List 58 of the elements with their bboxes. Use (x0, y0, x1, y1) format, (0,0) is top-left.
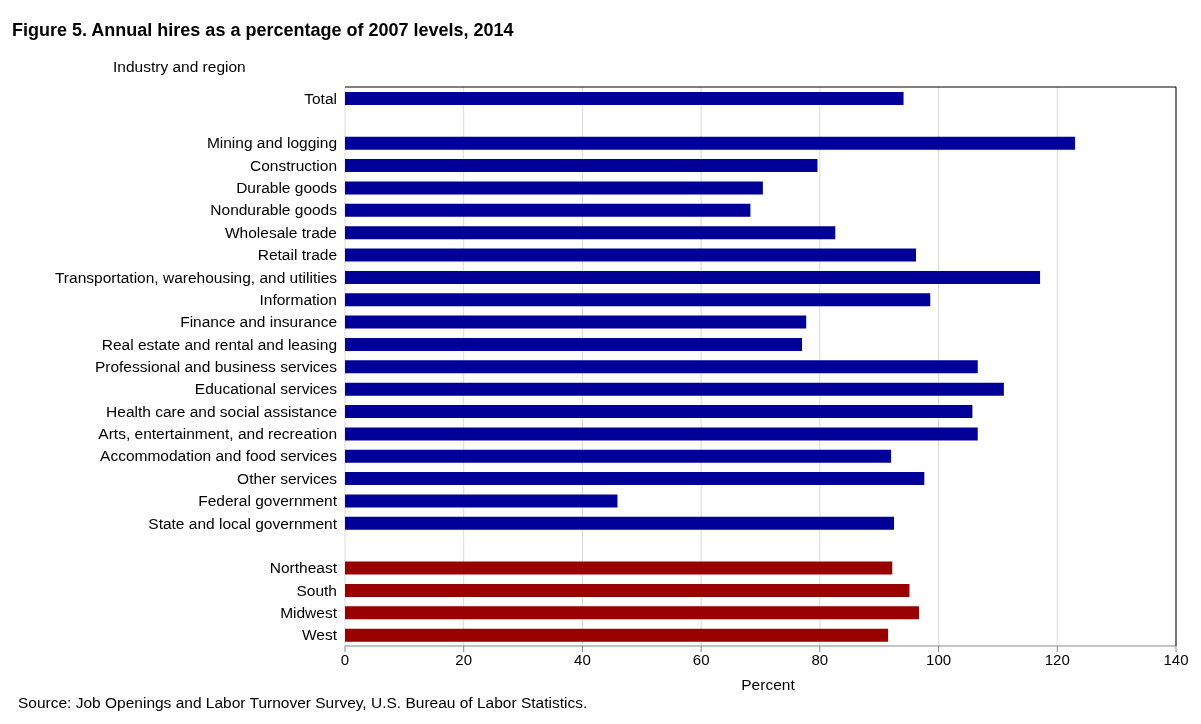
bar (345, 159, 818, 173)
y-tick-label: Midwest (280, 603, 338, 621)
y-tick-label: Transportation, warehousing, and utilities (54, 268, 338, 286)
y-tick-label: Information (259, 290, 337, 308)
bar (345, 270, 1041, 284)
y-tick-label: Educational services (194, 380, 338, 398)
bar (345, 136, 1076, 150)
y-tick-label: Finance and insurance (180, 313, 337, 331)
y-tick-label: Retail trade (257, 246, 337, 264)
x-axis-title: Percent (740, 676, 796, 694)
bar (345, 226, 836, 240)
x-tick-label: 20 (455, 650, 473, 668)
bar (345, 561, 893, 575)
bar (345, 427, 978, 441)
bar (345, 449, 892, 463)
y-tick-label: Northeast (269, 559, 338, 577)
y-tick-label: Total (304, 89, 337, 107)
x-tick-label: 120 (1044, 650, 1070, 668)
chart-title: Figure 5. Annual hires as a percentage of 2007 levels, 2014 (12, 20, 514, 41)
bar (345, 405, 973, 419)
y-tick-label: West (301, 626, 338, 644)
x-tick-label: 100 (926, 650, 952, 668)
x-tick-label: 0 (340, 650, 350, 668)
x-tick-label: 40 (574, 650, 591, 668)
x-tick-label: 80 (811, 650, 829, 668)
bar (345, 494, 618, 508)
bar (345, 337, 803, 351)
x-tick-label: 140 (1163, 650, 1189, 668)
source-note: Source: Job Openings and Labor Turnover Survey, U.S. Bureau of Labor Statistics. (18, 694, 588, 712)
y-tick-label: Health care and social assistance (106, 402, 337, 420)
y-tick-label: Accommodation and food services (100, 447, 338, 465)
y-tick-label: Nondurable goods (210, 201, 338, 219)
bar (345, 628, 889, 642)
y-tick-label: Real estate and rental and leasing (101, 335, 337, 353)
bar (345, 181, 763, 195)
y-tick-label: Durable goods (236, 179, 338, 197)
y-tick-label: Professional and business services (94, 358, 338, 375)
bar (345, 516, 895, 530)
bar (345, 583, 910, 597)
bar (345, 315, 807, 329)
y-tick-label: Wholesale trade (224, 223, 337, 241)
y-tick-label: South (296, 581, 337, 599)
y-tick-label: Federal government (198, 492, 338, 510)
y-tick-label: Construction (249, 156, 337, 174)
bar (345, 203, 751, 217)
y-axis-title: Industry and region (113, 58, 246, 76)
y-tick-label: Mining and logging (206, 134, 337, 152)
bar (345, 606, 919, 620)
bar (345, 293, 931, 307)
y-tick-label: Other services (237, 469, 338, 487)
y-tick-label: Arts, entertainment, and recreation (98, 425, 337, 443)
bar (345, 248, 917, 262)
bar (345, 472, 925, 486)
bar (345, 360, 978, 374)
bar (345, 92, 904, 105)
bar (345, 382, 1004, 396)
y-tick-label: State and local government (148, 514, 338, 532)
x-tick-label: 60 (692, 650, 710, 668)
